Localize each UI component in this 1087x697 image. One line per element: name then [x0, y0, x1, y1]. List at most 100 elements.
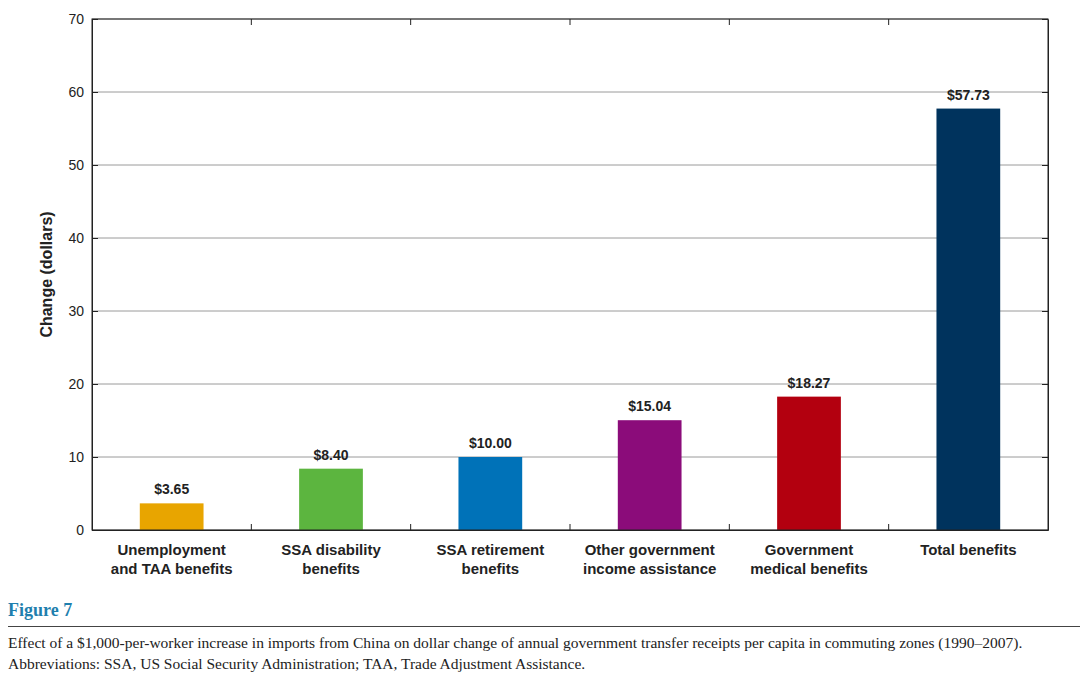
- separator-tick: [729, 19, 730, 25]
- y-tick-mark: [1042, 92, 1048, 93]
- y-tick: [1042, 165, 1048, 166]
- data-label: $3.65: [154, 481, 189, 497]
- separator-tick: [570, 524, 571, 530]
- y-tick: 20: [68, 376, 98, 392]
- separator-tick: [410, 524, 411, 530]
- x-tick: Other governmentincome assistance: [583, 530, 716, 577]
- y-axis-line: [92, 20, 93, 531]
- y-tick-mark: [92, 92, 98, 93]
- x-tick-label-line: Total benefits: [920, 541, 1016, 558]
- x-tick-label-line: income assistance: [583, 560, 716, 577]
- x-tick-label: Unemployment and TAA benefits: [111, 541, 233, 578]
- y-tick-mark: [1042, 165, 1048, 166]
- y-tick-mark: [92, 457, 98, 458]
- y-tick-mark: [92, 19, 98, 20]
- x-tick-label: SSA retirement benefits: [436, 541, 544, 578]
- y-tick: 40: [68, 230, 98, 246]
- y-axis: 0 10 20 30 40 50 60 70: [68, 11, 98, 538]
- y-tick-mark: [92, 165, 98, 166]
- y-tick-label: 10: [68, 449, 84, 465]
- y-tick: 50: [68, 157, 98, 173]
- bar: [458, 457, 522, 530]
- y-tick-label: 30: [68, 303, 84, 319]
- y-tick-mark: [1042, 457, 1048, 458]
- x-tick: Total benefits: [920, 530, 1016, 558]
- x-axis: Unemployment and TAA benefits SSA disabili…: [93, 530, 1049, 577]
- y-tick-mark: [92, 238, 98, 239]
- y-tick: 10: [68, 449, 98, 465]
- bar: [618, 420, 682, 530]
- x-tick-label: Other governmentincome assistance: [583, 541, 716, 578]
- y-tick-label: 0: [76, 522, 84, 538]
- caption-rule: [8, 626, 1080, 627]
- plot-frame: [92, 19, 1048, 530]
- data-label: $8.40: [313, 447, 348, 463]
- y-tick: [1042, 19, 1048, 20]
- y-tick-mark: [92, 384, 98, 385]
- figure-label: Figure 7: [8, 600, 72, 621]
- y-tick-label: 60: [68, 84, 84, 100]
- x-tick-label-line: medical benefits: [750, 560, 868, 577]
- y-tick: [1042, 238, 1048, 239]
- y-tick-label: 40: [68, 230, 84, 246]
- bars: [140, 109, 1000, 530]
- y-tick-mark: [1042, 19, 1048, 20]
- y-tick-mark: [92, 311, 98, 312]
- y-tick: [1042, 384, 1048, 385]
- caption: Effect of a $1,000-per-worker increase i…: [8, 632, 1083, 674]
- y-tick-label: 70: [68, 11, 84, 27]
- x-axis-line: [93, 530, 1049, 531]
- grid-line: [92, 457, 1048, 458]
- data-label: $10.00: [469, 435, 512, 451]
- data-label: $15.04: [628, 398, 671, 414]
- y-tick: [1042, 92, 1048, 93]
- x-tick-label-line: SSA disability: [281, 541, 381, 558]
- data-label: $57.73: [947, 87, 990, 103]
- chart: 0 10 20 30 40 50 60 70 Unemployment and TAA benef…: [0, 0, 1087, 595]
- separator-tick: [729, 524, 730, 530]
- x-tick: SSA retirement benefits: [436, 530, 544, 577]
- y-axis-right: [1042, 20, 1049, 531]
- y-tick-label: 50: [68, 157, 84, 173]
- y-axis-title: Change (dollars): [38, 211, 55, 337]
- separator-tick: [251, 19, 252, 25]
- grid: [92, 19, 1048, 530]
- x-tick: SSA disability benefits: [281, 530, 381, 577]
- x-tick: Unemployment and TAA benefits: [111, 530, 233, 577]
- y-tick-label: 20: [68, 376, 84, 392]
- separator-tick: [888, 524, 889, 530]
- bar: [299, 469, 363, 530]
- grid-line: [92, 384, 1048, 385]
- grid-line: [92, 165, 1048, 166]
- x-tick-label-line: and TAA benefits: [111, 560, 233, 577]
- y-tick-mark: [1042, 238, 1048, 239]
- x-tick-label: Government medical benefits: [750, 541, 868, 578]
- x-tick-label-line: Government: [765, 541, 853, 558]
- x-tick: Government medical benefits: [750, 530, 868, 577]
- y-tick: 60: [68, 84, 98, 100]
- grid-line: [92, 238, 1048, 239]
- grid-line: [92, 311, 1048, 312]
- separator-tick: [410, 19, 411, 25]
- category-separators: [251, 19, 888, 530]
- x-tick-label-line: Unemployment: [117, 541, 225, 558]
- y-tick: 30: [68, 303, 98, 319]
- x-tick-label-line: benefits: [302, 560, 360, 577]
- data-label: $18.27: [788, 375, 831, 391]
- bar: [936, 109, 1000, 530]
- separator-tick: [888, 19, 889, 25]
- y-tick-mark: [1042, 384, 1048, 385]
- bar: [777, 397, 841, 530]
- y-tick: 70: [68, 11, 98, 27]
- grid-line: [92, 92, 1048, 93]
- x-tick-label: Total benefits: [920, 541, 1016, 558]
- y-tick-mark: [1042, 311, 1048, 312]
- y-tick: [1042, 457, 1048, 458]
- y-tick: [1042, 311, 1048, 312]
- x-tick-label: SSA disability benefits: [281, 541, 381, 578]
- bar: [140, 503, 204, 530]
- x-tick-label-line: SSA retirement: [436, 541, 544, 558]
- y-axis-right-line: [1048, 20, 1049, 531]
- x-tick-label-line: benefits: [462, 560, 520, 577]
- separator-tick: [251, 524, 252, 530]
